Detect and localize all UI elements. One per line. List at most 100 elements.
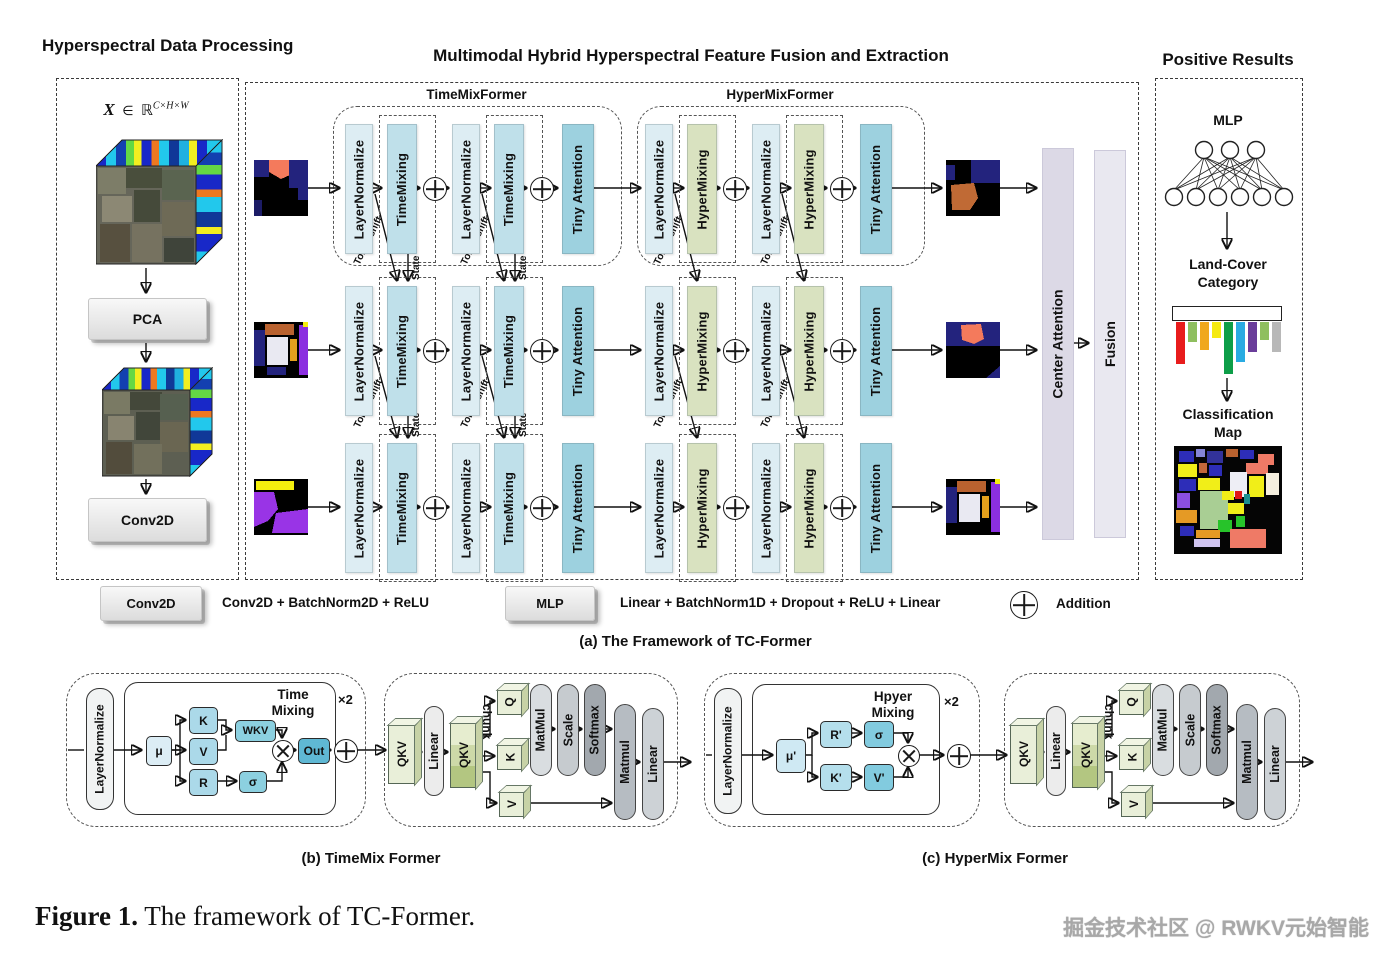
addition-icon	[830, 177, 854, 201]
addition-icon	[830, 496, 854, 520]
layer-normalize-block: LayerNormalize	[452, 443, 480, 573]
figure-caption-label: Figure 1.	[35, 901, 138, 931]
qkv-chunk-box: QKV	[450, 722, 477, 788]
hyper-mixing-block: HyperMixing	[794, 124, 824, 254]
k-box: K	[497, 744, 523, 770]
addition-icon	[723, 177, 747, 201]
wkv-box: WKV	[235, 720, 276, 742]
category-bar	[1200, 322, 1209, 350]
category-legend-bar	[1172, 306, 1282, 321]
land-cover-label-line1: Land-Cover	[1189, 256, 1267, 272]
state-label: State	[518, 255, 529, 280]
category-bar	[1248, 322, 1257, 352]
layer-normalize-block: LayerNormalize	[752, 286, 780, 416]
time-mixing-block: TimeMixing	[387, 286, 417, 416]
figure-caption: Figure 1. The framework of TC-Former.	[35, 901, 475, 932]
tiny-attention-block: Tiny Attention	[562, 124, 594, 254]
layer-normalize-block: LayerNormalize	[345, 443, 373, 573]
category-bar	[1224, 322, 1233, 374]
time-mixing-block: TimeMixing	[387, 443, 417, 573]
output-patch-row2	[946, 322, 1000, 378]
category-bar	[1212, 322, 1221, 338]
time-mixing-block: TimeMixing	[494, 286, 524, 416]
addition-icon	[423, 177, 447, 201]
tensor-symbol: X	[103, 100, 115, 119]
hyperspectral-cube-image	[94, 138, 224, 271]
hyper-mixing-title: Hpyer Mixing	[871, 689, 915, 720]
v-box: V	[189, 738, 218, 765]
addition-icon	[947, 744, 971, 768]
tiny-attention-block: Tiny Attention	[860, 443, 892, 573]
state-label: State	[411, 412, 422, 437]
r-prime-box: R'	[820, 721, 852, 748]
input-patch-row1	[254, 160, 308, 216]
hyper-mixing-block: HyperMixing	[794, 443, 824, 573]
v-box: V	[1121, 791, 1147, 817]
element-of-symbol: ∈	[122, 103, 134, 118]
scale-pill: Scale	[557, 684, 579, 776]
r-box: R	[189, 769, 218, 796]
category-bar	[1188, 322, 1197, 342]
matmul1-pill: MatMul	[1152, 684, 1174, 776]
left-panel-border	[56, 78, 239, 580]
v-prime-box: V'	[864, 764, 894, 791]
legend-addition-label: Addition	[1056, 596, 1111, 611]
state-label: State	[518, 412, 529, 437]
scale-pill: Scale	[1179, 684, 1201, 776]
layer-normalize-block: LayerNormalize	[645, 286, 673, 416]
tiny-attention-block: Tiny Attention	[860, 124, 892, 254]
pca-block: PCA	[88, 298, 207, 340]
matmul1-pill: MatMul	[530, 684, 552, 776]
caption-b: (b) TimeMix Former	[301, 850, 441, 867]
pca-label: PCA	[132, 311, 163, 327]
linear-out-pill: Linear	[642, 708, 664, 820]
addition-icon	[423, 496, 447, 520]
hypermixformer-title: HyperMixFormer	[726, 87, 834, 102]
category-bar	[1272, 322, 1281, 352]
k-box: K	[1119, 744, 1145, 770]
repeat-x2-label: ×2	[944, 694, 959, 709]
addition-icon	[530, 339, 554, 363]
category-bar	[1236, 322, 1245, 362]
hypermix-detail-border	[704, 673, 980, 827]
addition-icon	[334, 739, 358, 763]
category-bars	[1176, 322, 1281, 374]
layer-normalize-block: LayerNormalize	[452, 124, 480, 254]
time-mixing-block: TimeMixing	[387, 124, 417, 254]
fusion-bar: Fusion	[1094, 150, 1126, 538]
watermark: 掘金技术社区 @ RWKV元始智能	[1063, 917, 1369, 940]
mu-box: μ	[146, 736, 172, 766]
middle-panel-border	[245, 82, 1139, 580]
softmax-pill: Softmax	[584, 684, 606, 776]
hyper-mixing-block: HyperMixing	[794, 286, 824, 416]
addition-icon	[530, 496, 554, 520]
time-mixing-block: TimeMixing	[494, 124, 524, 254]
hyper-mixing-block: HyperMixing	[687, 124, 717, 254]
linear-out-pill: Linear	[1264, 708, 1286, 820]
q-box: Q	[497, 689, 523, 715]
right-panel-title: Positive Results	[1162, 50, 1294, 69]
repeat-x2-label: ×2	[338, 692, 353, 707]
matmul2-pill: Matmul	[614, 704, 636, 820]
addition-icon	[1010, 591, 1038, 619]
layer-normalize-block: LayerNormalize	[452, 286, 480, 416]
left-panel-title: Hyperspectral Data Processing	[42, 36, 294, 55]
q-box: Q	[1119, 689, 1145, 715]
tensor-label: X ∈ ℝC×H×W	[84, 100, 208, 120]
land-cover-label-line2: Category	[1197, 274, 1259, 290]
tensor-exponent: C×H×W	[152, 100, 189, 112]
mu-prime-box: μ'	[776, 739, 806, 773]
timemixformer-title: TimeMixFormer	[426, 87, 527, 102]
v-box: V	[499, 791, 525, 817]
classification-label-line1: Classification	[1182, 406, 1274, 422]
layer-normalize-block: LayerNormalize	[645, 124, 673, 254]
center-attention-bar: Center Attention	[1042, 148, 1074, 540]
qkv-chunk-box: QKV	[1072, 722, 1099, 788]
linear-in-pill: Linear	[424, 706, 444, 796]
conv2d-label: Conv2D	[121, 512, 174, 528]
caption-a: (a) The Framework of TC-Former	[579, 633, 812, 650]
input-patch-row3	[254, 479, 308, 535]
legend-mlp-desc: Linear + BatchNorm1D + Dropout + ReLU + …	[620, 595, 941, 610]
k-box: K	[189, 707, 218, 734]
